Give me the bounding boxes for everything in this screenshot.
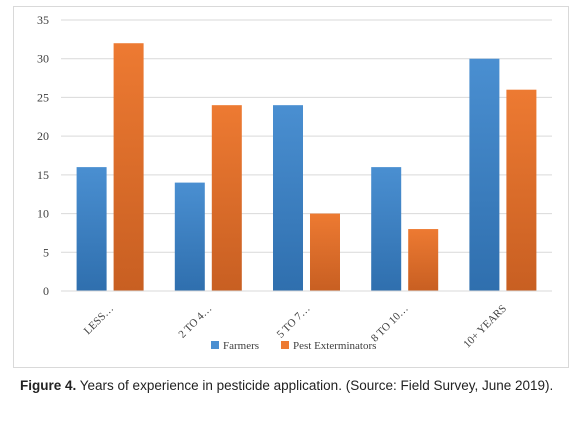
y-tick-label: 35 [37, 13, 49, 27]
bar-farmers [469, 58, 500, 291]
legend-swatch-farmers [211, 341, 219, 349]
caption-text: Years of experience in pesticide applica… [76, 378, 554, 393]
y-tick-label: 10 [37, 207, 49, 221]
legend-label-pest-exterminators: Pest Exterminators [293, 340, 376, 352]
bar-pest-exterminators [310, 213, 340, 291]
y-tick-label: 5 [43, 245, 49, 259]
caption-label: Figure 4. [20, 378, 77, 393]
y-tick-label: 0 [43, 284, 49, 298]
bar-pest-exterminators [211, 105, 242, 292]
x-tick-label: LESS… [82, 303, 116, 337]
chart-frame: 0 5 10 15 20 25 30 35 LESS… 2 TO 4… 5 TO 7… 8 TO 10… [13, 6, 569, 368]
figure-caption: Figure 4. Years of experience in pestici… [20, 377, 568, 394]
bar-farmers [371, 167, 402, 291]
x-tick-label: 5 TO 7… [275, 303, 313, 341]
y-tick-label: 30 [37, 52, 49, 66]
x-tick-label: 2 TO 4… [176, 303, 214, 341]
bar-chart: 0 5 10 15 20 25 30 35 LESS… 2 TO 4… 5 TO 7… 8 TO 10… [37, 13, 552, 352]
y-tick-label: 25 [37, 90, 49, 104]
x-tick-label: 10+ YEARS [461, 303, 509, 351]
legend-swatch-pest-exterminators [281, 341, 289, 349]
y-tick-label: 15 [37, 168, 49, 182]
bar-pest-exterminators [408, 229, 439, 291]
bar-farmers [76, 167, 107, 291]
legend-label-farmers: Farmers [223, 340, 259, 352]
x-tick-label: 8 TO 10… [369, 303, 411, 345]
bar-pest-exterminators [113, 43, 144, 291]
bar-pest-exterminators [506, 89, 537, 291]
bar-farmers [174, 182, 205, 291]
bar-farmers [273, 105, 303, 292]
y-tick-label: 20 [37, 129, 49, 143]
